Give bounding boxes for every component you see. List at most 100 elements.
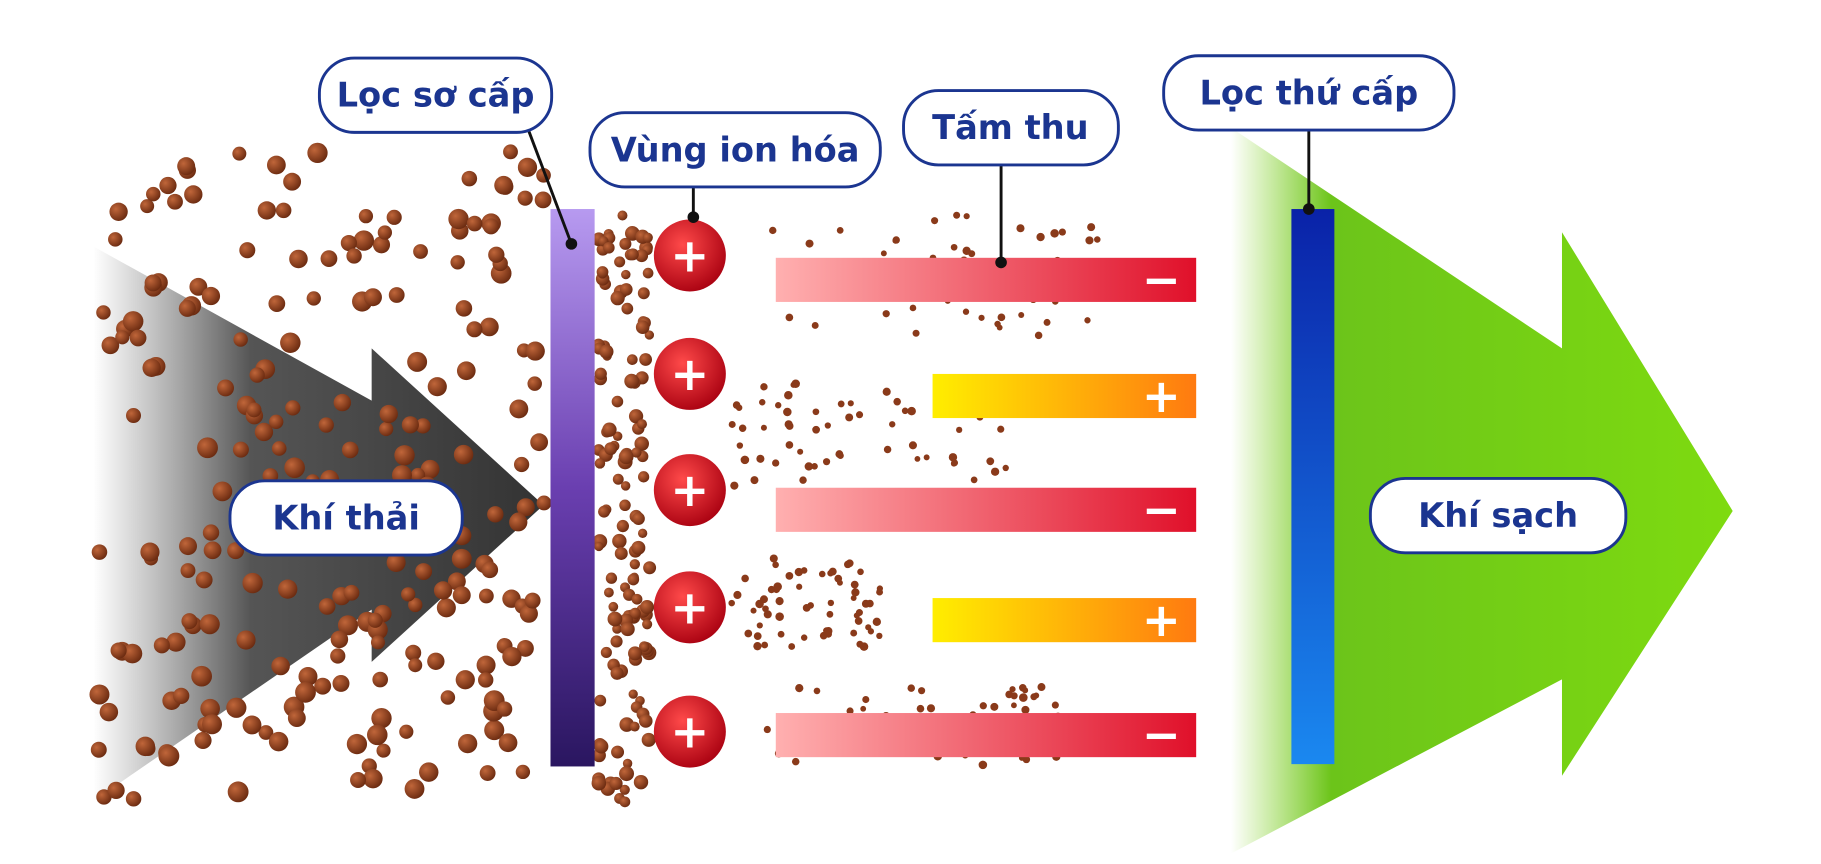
particle [320,250,338,268]
particle [140,199,155,214]
particle [142,358,161,378]
particle [410,467,426,483]
particle [851,588,860,597]
particle [735,404,743,411]
particle [909,304,917,312]
particle [179,537,198,556]
particle [736,442,744,449]
particle [629,607,641,619]
particle [194,731,212,750]
particle [268,295,286,313]
ion-sign: + [670,705,709,759]
particle [333,393,352,412]
particle [144,274,162,292]
particle [289,249,308,269]
particle [476,655,496,675]
particle [643,561,657,575]
particle [914,456,921,462]
particle [796,583,803,590]
particle [509,513,528,532]
particle [203,541,222,560]
particle [275,202,292,219]
label-box [1162,54,1456,132]
particle [612,623,622,634]
particle [600,646,612,659]
particle [594,694,607,707]
particle [633,774,649,790]
particle [926,704,936,713]
particle [629,721,640,732]
particle [271,656,290,676]
particle [536,495,552,511]
particle [619,796,631,808]
particle [401,416,419,434]
particle [979,702,987,710]
particle [619,283,633,296]
particle [753,642,762,651]
particle [372,671,389,688]
particle [901,407,909,415]
particle [367,724,388,746]
particle [763,610,772,619]
particle [217,379,234,397]
particle [997,425,1005,433]
particle [517,157,538,177]
plate-sign: − [1142,483,1181,537]
particle [363,769,383,789]
particle [850,595,857,602]
particle [620,481,631,491]
particle [527,376,542,391]
particle [788,643,796,650]
dot [565,238,578,250]
particle [195,571,213,589]
ion [653,571,726,644]
particle [285,400,301,416]
particle [1021,705,1030,714]
particle [733,590,742,600]
particle [283,172,302,191]
particle [826,610,834,618]
collector-plate [775,487,1197,532]
particle [626,354,638,366]
ion-sign: + [670,347,709,401]
particle [997,313,1006,322]
particle [453,444,474,465]
particle [799,476,807,484]
particle [856,640,864,648]
particle [591,775,607,791]
dot [1303,203,1315,215]
particle [818,570,826,578]
particle [353,230,375,251]
particle [415,563,433,581]
label: Lọc thứ cấp [1199,73,1418,112]
particle [534,191,552,209]
particle [785,441,794,449]
particle [314,677,332,695]
particle [1050,229,1059,238]
particle [855,411,864,419]
particle [608,601,619,612]
particle [631,540,646,555]
particle [641,732,656,747]
particle [346,733,368,755]
particle [399,724,414,739]
particle [624,373,640,389]
collector-plate [932,598,1197,643]
particle [498,733,518,753]
particle [330,648,346,664]
particle [609,776,623,791]
particle [233,332,248,347]
particle [753,632,762,641]
particle [189,277,208,296]
particle [266,155,286,175]
particle [635,320,650,334]
particle [794,567,803,577]
particle [762,605,769,613]
particle [107,781,125,799]
particle [956,426,963,434]
particle [482,218,500,235]
leader [527,129,573,245]
particle [242,572,263,594]
particle [611,745,625,759]
